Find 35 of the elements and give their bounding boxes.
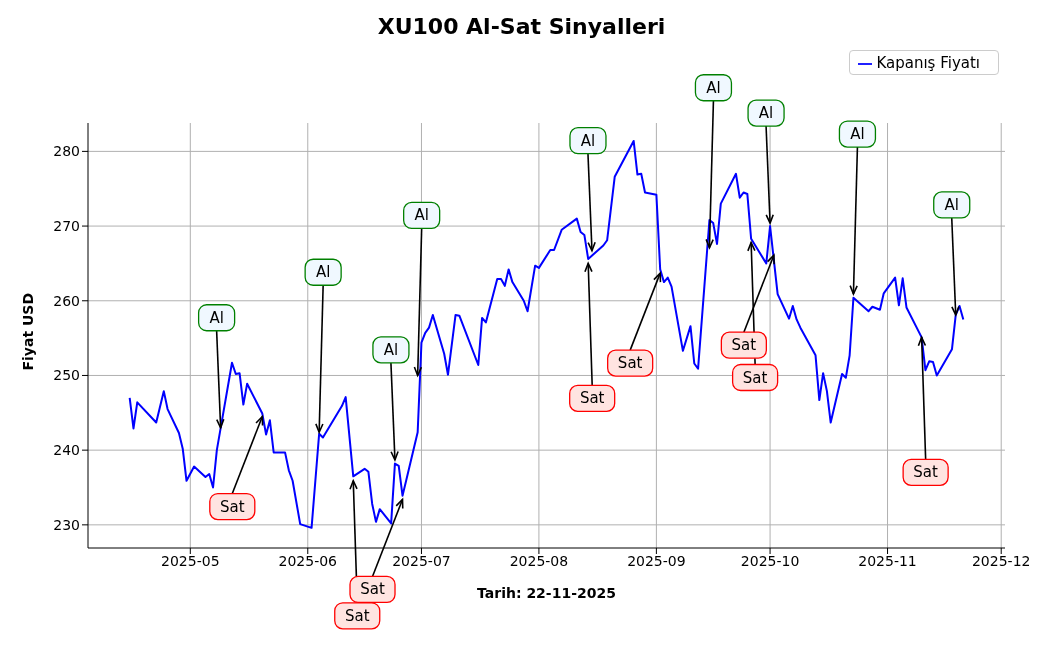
y-tick-label: 280 [53,143,80,160]
annotation: Sat [742,368,768,387]
annotation: Al [383,340,399,359]
annotation: Sat [913,463,939,482]
annotation: Al [315,263,331,282]
annotation: Al [209,308,224,327]
annotation: Sat [360,580,385,599]
annotation: Al [850,125,865,144]
chart-title: XU100 Al-Sat Sinyalleri [376,14,667,39]
x-tick-label: 2025-06 [278,552,338,569]
x-tick-label: 2025-11 [858,552,917,569]
legend-label: Kapanış Fiyatı [876,54,980,72]
y-tick-label: 230 [53,516,80,533]
annotation: Al [944,195,959,214]
x-tick-label: 2025-07 [392,552,451,569]
annotation: Sat [344,606,370,625]
x-tick-label: 2025-05 [161,552,220,569]
annotation: Sat [220,497,245,516]
x-axis-title: Tarih: 22-11-2025 [477,585,616,601]
annotation: Al [758,104,774,123]
annotation: Al [414,206,429,225]
annotation: Sat [731,336,757,355]
y-tick-label: 270 [53,218,80,235]
x-tick-label: 2025-12 [971,552,1031,569]
x-tick-label: 2025-08 [509,552,569,569]
x-tick-label: 2025-09 [627,552,686,569]
y-tick-label: 260 [53,292,80,309]
annotation: Sat [617,354,643,373]
y-tick-label: 240 [53,442,80,459]
annotation: Al [580,131,596,150]
y-tick-label: 250 [53,367,80,384]
annotation: Al [706,78,721,97]
annotation: Sat [579,389,605,408]
x-tick-label: 2025-10 [740,552,800,569]
y-axis-title: Fiyat USD [19,292,36,371]
